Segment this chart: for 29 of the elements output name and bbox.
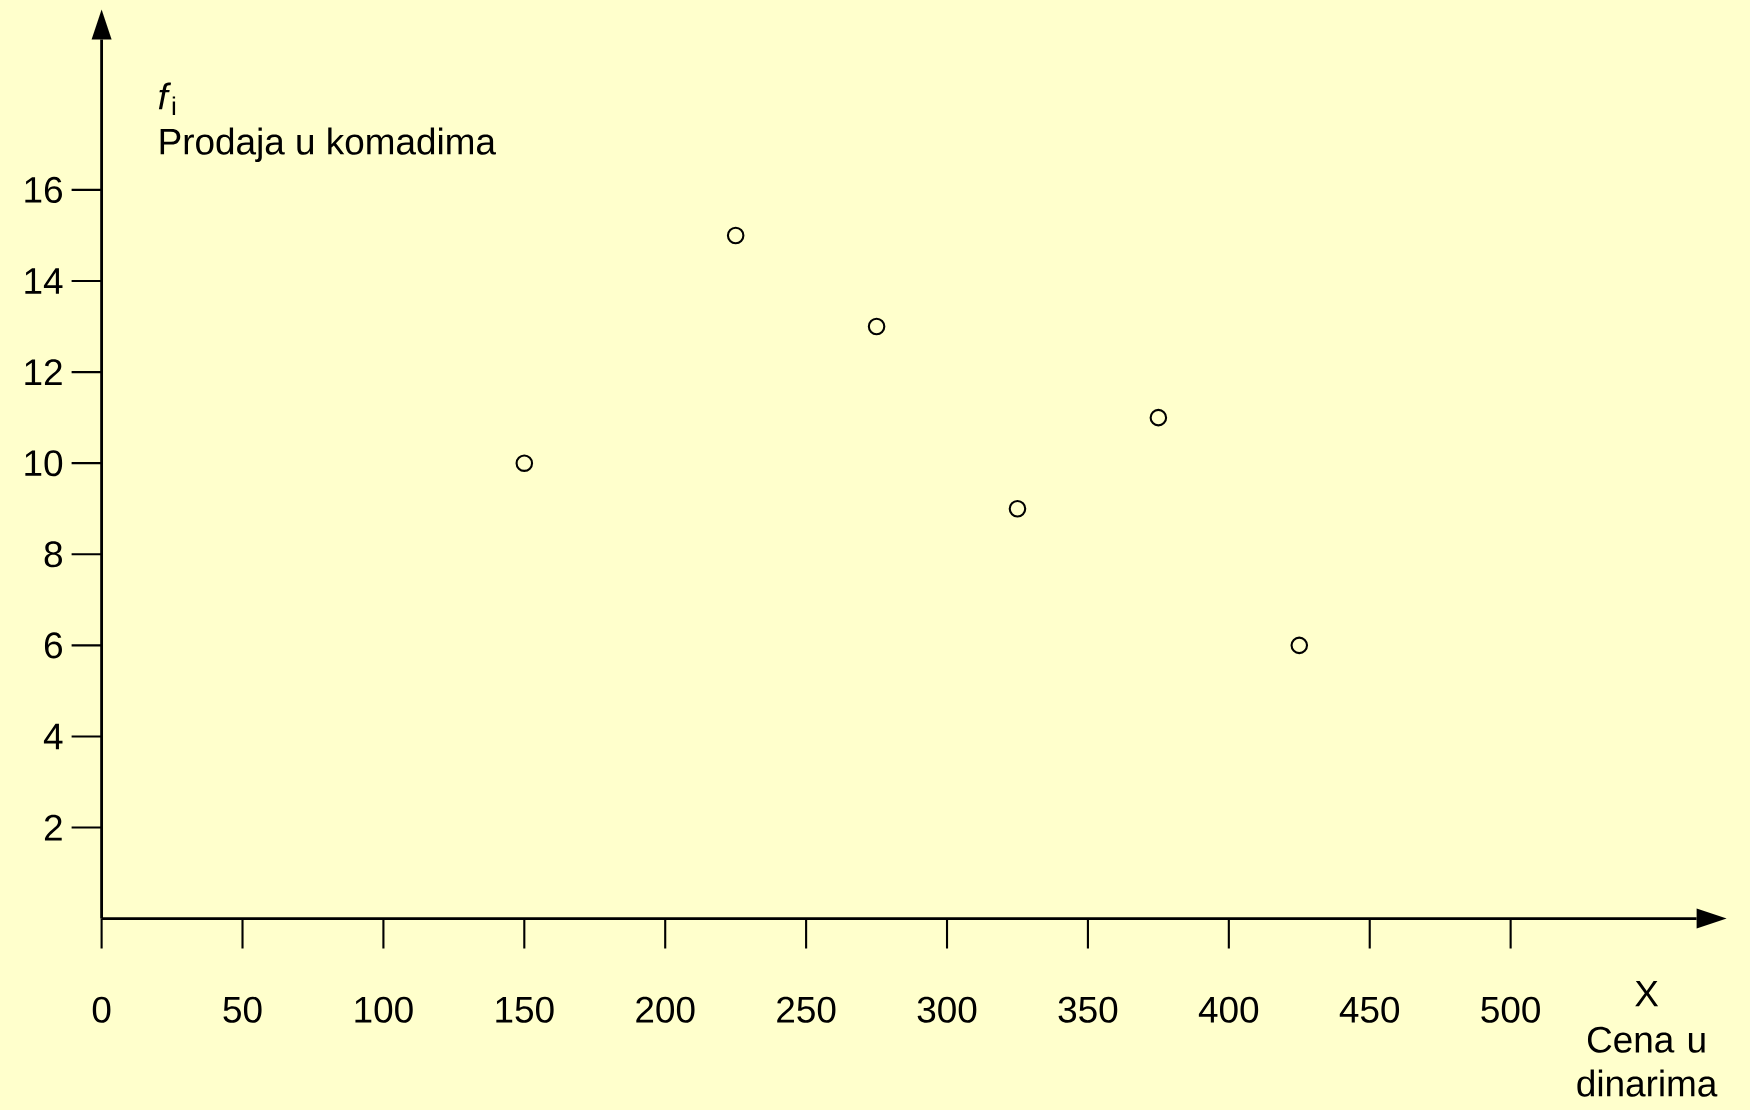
point <box>515 454 534 472</box>
y-tick-label: 8 <box>44 541 62 568</box>
y-tick-label: 6 <box>44 632 62 659</box>
x-axis-title: Cena u dinarima <box>1577 1026 1718 1097</box>
x-tick-label: 400 <box>1198 996 1259 1023</box>
point <box>726 226 745 245</box>
x-tick-label: 500 <box>1481 996 1540 1023</box>
x-tick-label: 250 <box>777 996 836 1023</box>
point <box>1290 636 1309 655</box>
y-tick-label: 4 <box>43 723 63 750</box>
point <box>867 317 886 336</box>
point <box>1149 408 1168 427</box>
y-tick-label: 12 <box>25 359 62 385</box>
annotation: f$_{i}$ <box>158 82 176 116</box>
y-tick-label: 10 <box>25 450 63 477</box>
text: X <box>1635 980 1659 1007</box>
x-tick-label: 150 <box>496 996 554 1023</box>
x-tick-label: 300 <box>917 996 977 1023</box>
x-tick-label: 50 <box>223 996 262 1023</box>
y-tick-label: 2 <box>44 814 62 841</box>
y-axis-title: Prodaja u komadima <box>160 127 496 163</box>
x-tick-label: 450 <box>1339 996 1400 1023</box>
point <box>1008 499 1027 518</box>
x-tick-label: 350 <box>1058 996 1118 1023</box>
y-tick-label: 14 <box>25 268 63 294</box>
x-tick-label: 200 <box>636 996 695 1023</box>
x-tick-label: 0 <box>92 996 111 1023</box>
y-tick-label: 16 <box>25 176 62 203</box>
x-tick-label: 100 <box>355 996 413 1023</box>
